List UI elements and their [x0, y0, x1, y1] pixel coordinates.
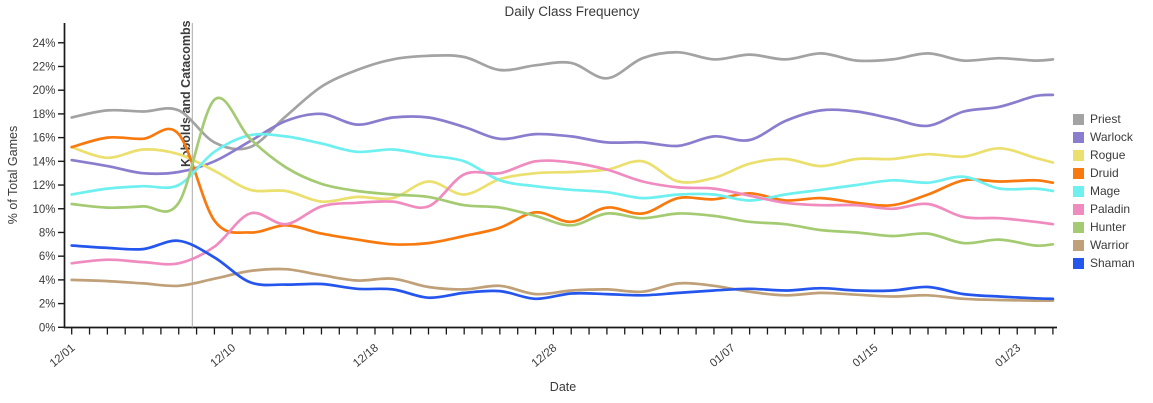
series-line-priest	[70, 50, 1055, 151]
legend-item-rogue: Rogue	[1073, 149, 1135, 161]
legend-swatch-shaman	[1073, 257, 1084, 269]
legend-item-warrior: Warrior	[1073, 239, 1135, 251]
legend-swatch-priest	[1073, 113, 1084, 125]
x-axis-title: Date	[550, 380, 576, 394]
series-line-shaman	[70, 239, 1055, 301]
y-tick-label: 14%	[32, 156, 55, 168]
legend-item-paladin: Paladin	[1073, 203, 1135, 215]
series-line-mage	[70, 132, 1055, 202]
y-tick-label: 0%	[39, 322, 56, 334]
legend-swatch-paladin	[1073, 203, 1084, 215]
legend-swatch-hunter	[1073, 221, 1084, 233]
x-tick-label: 01/23	[993, 342, 1023, 370]
legend-label: Shaman	[1090, 256, 1135, 270]
y-tick-label: 2%	[39, 299, 56, 311]
legend-swatch-warlock	[1073, 131, 1084, 143]
series-line-rogue	[70, 145, 1055, 204]
series-line-paladin	[70, 159, 1055, 266]
legend-swatch-rogue	[1073, 149, 1084, 161]
y-tick-label: 18%	[32, 109, 55, 121]
x-tick-label: 01/15	[851, 342, 881, 370]
legend-label: Paladin	[1090, 202, 1131, 216]
legend-item-priest: Priest	[1073, 113, 1135, 125]
series-line-warlock	[70, 93, 1055, 176]
series-line-druid	[70, 127, 1055, 246]
x-tick-label: 12/28	[530, 342, 560, 370]
series-line-hunter	[70, 96, 1055, 248]
legend-label: Warrior	[1090, 238, 1129, 252]
legend-swatch-mage	[1073, 185, 1084, 197]
legend-swatch-druid	[1073, 167, 1084, 179]
y-tick-label: 16%	[32, 133, 55, 145]
y-tick-label: 6%	[39, 251, 56, 263]
y-tick-label: 12%	[32, 180, 55, 192]
y-tick-label: 8%	[39, 227, 56, 239]
axis-lines	[63, 23, 1057, 329]
legend-label: Rogue	[1090, 148, 1126, 162]
chart-legend: Priest Warlock Rogue Druid Mage Paladin Hunter…	[1073, 113, 1135, 269]
series-lines	[70, 50, 1055, 302]
x-tick-label: 01/07	[708, 342, 738, 370]
legend-label: Priest	[1090, 112, 1121, 126]
legend-swatch-warrior	[1073, 239, 1084, 251]
legend-label: Mage	[1090, 184, 1121, 198]
legend-item-mage: Mage	[1073, 185, 1135, 197]
legend-label: Warlock	[1090, 130, 1133, 144]
x-tick-label: 12/10	[208, 342, 238, 370]
legend-item-druid: Druid	[1073, 167, 1135, 179]
y-tick-label: 22%	[32, 61, 55, 73]
y-axis-title: % of Total Games	[6, 126, 20, 224]
legend-item-hunter: Hunter	[1073, 221, 1135, 233]
y-tick-label: 10%	[32, 204, 55, 216]
y-tick-label: 20%	[32, 85, 55, 97]
legend-label: Druid	[1090, 166, 1119, 180]
legend-label: Hunter	[1090, 220, 1127, 234]
chart-title: Daily Class Frequency	[504, 4, 639, 19]
series-line-warrior	[70, 267, 1055, 302]
x-tick-label: 12/01	[48, 342, 78, 370]
y-tick-label: 4%	[39, 275, 56, 287]
expansion-annotation-label: Kobolds and Catacombs	[179, 20, 193, 167]
legend-item-shaman: Shaman	[1073, 257, 1135, 269]
x-tick-label: 12/18	[351, 342, 381, 370]
y-tick-label: 24%	[32, 38, 55, 50]
legend-item-warlock: Warlock	[1073, 131, 1135, 143]
